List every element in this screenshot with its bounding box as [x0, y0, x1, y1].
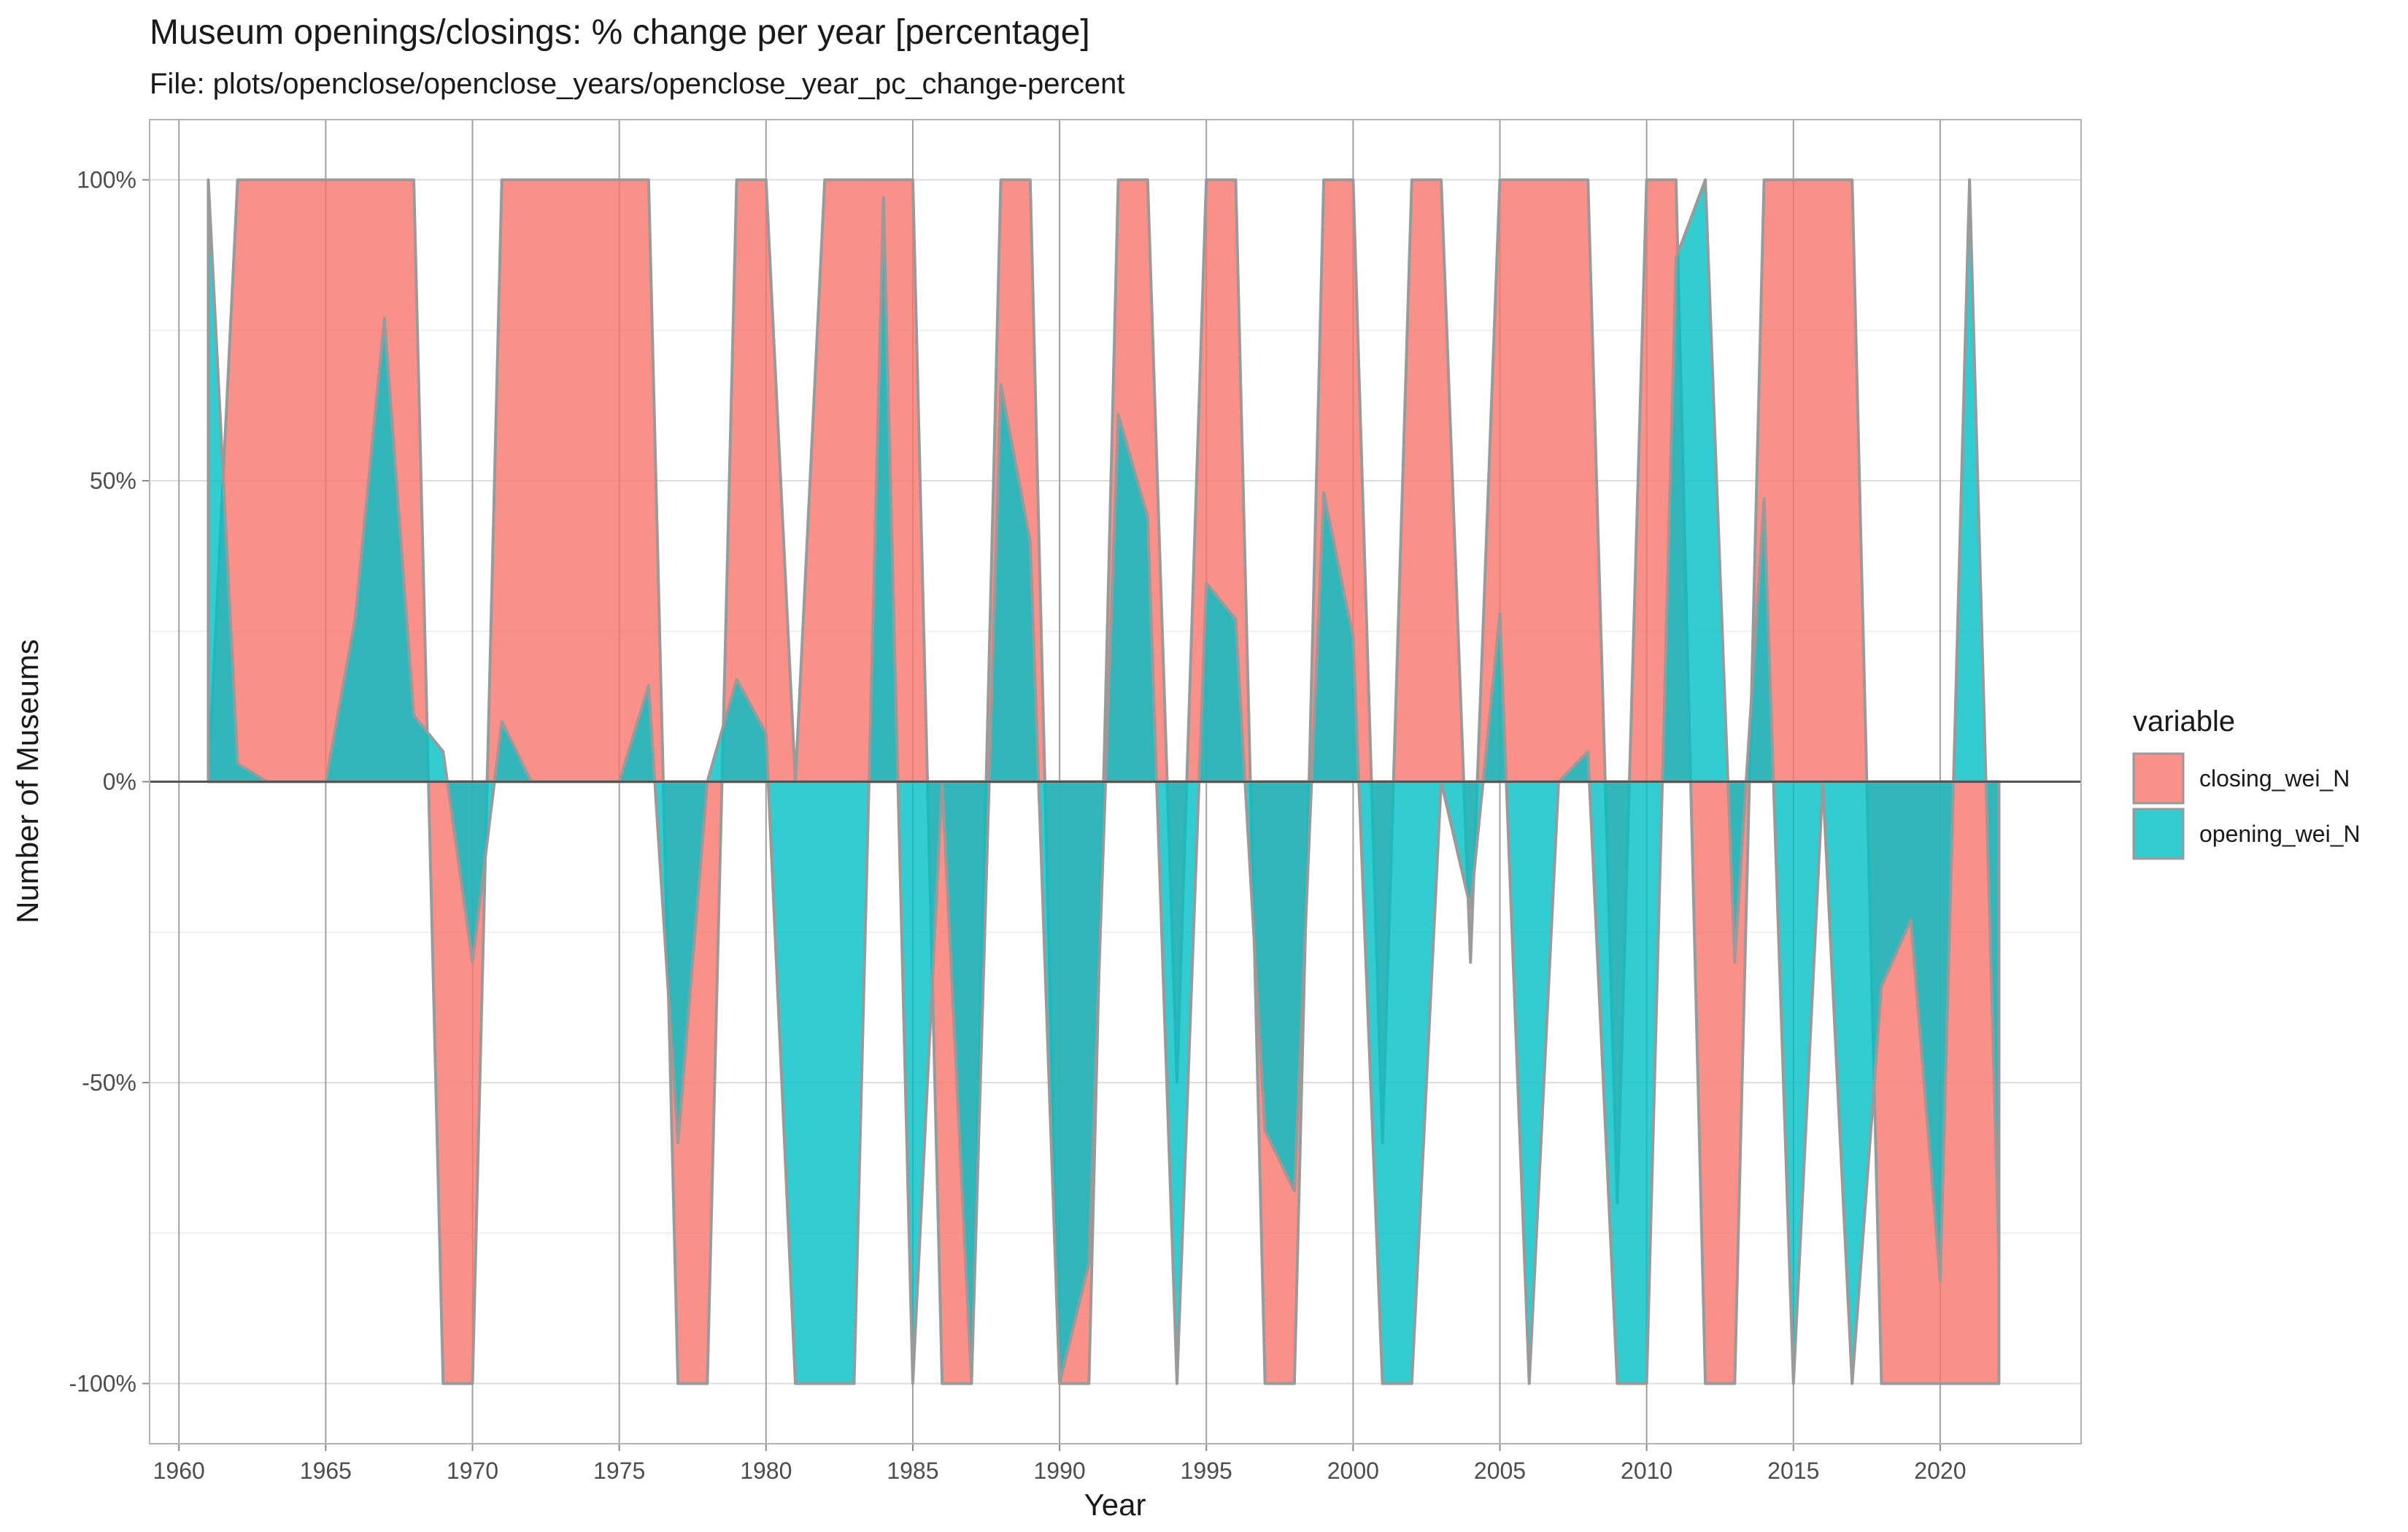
plot-panel-border	[149, 119, 2082, 1444]
x-tick-label: 1960	[153, 1458, 205, 1484]
x-tick-label: 1995	[1181, 1458, 1232, 1484]
y-tick-label: -50%	[82, 1069, 136, 1096]
x-tick-label: 2000	[1327, 1458, 1379, 1484]
x-tick-label: 2020	[1914, 1458, 1966, 1484]
x-tick-label: 2005	[1474, 1458, 1526, 1484]
x-axis-title: Year	[1084, 1487, 1146, 1522]
chart-title: Museum openings/closings: % change per y…	[150, 13, 1090, 52]
y-tick-label: 50%	[90, 468, 136, 494]
x-tick-label: 1965	[300, 1458, 352, 1484]
x-tick-label: 2015	[1767, 1458, 1819, 1484]
legend-label-closing: closing_wei_N	[2199, 765, 2350, 792]
legend: variable closing_wei_N opening_wei_N	[2132, 705, 2361, 860]
chart-subtitle: File: plots/openclose/openclose_years/op…	[150, 68, 1124, 100]
y-tick-label: 100%	[77, 167, 136, 193]
y-tick-label: -100%	[69, 1371, 137, 1397]
x-tick-label: 1985	[887, 1458, 938, 1484]
x-tick-label: 1990	[1033, 1458, 1085, 1484]
x-tick-label: 1980	[740, 1458, 792, 1484]
legend-swatch-closing	[2132, 752, 2185, 805]
x-tick-label: 1970	[447, 1458, 498, 1484]
legend-label-opening: opening_wei_N	[2199, 821, 2361, 847]
plot-areas	[150, 178, 2081, 1385]
y-tick-label: 0%	[103, 769, 136, 795]
legend-swatch-opening	[2132, 808, 2185, 860]
y-axis-title: Number of Museums	[10, 639, 45, 924]
legend-title: variable	[2133, 705, 2235, 738]
x-tick-label: 2010	[1621, 1458, 1672, 1484]
x-tick-label: 1975	[593, 1458, 645, 1484]
axes: -100% -50% 0% 50% 100% 1960 1965 1970 1975 1980 19…	[69, 167, 1967, 1485]
